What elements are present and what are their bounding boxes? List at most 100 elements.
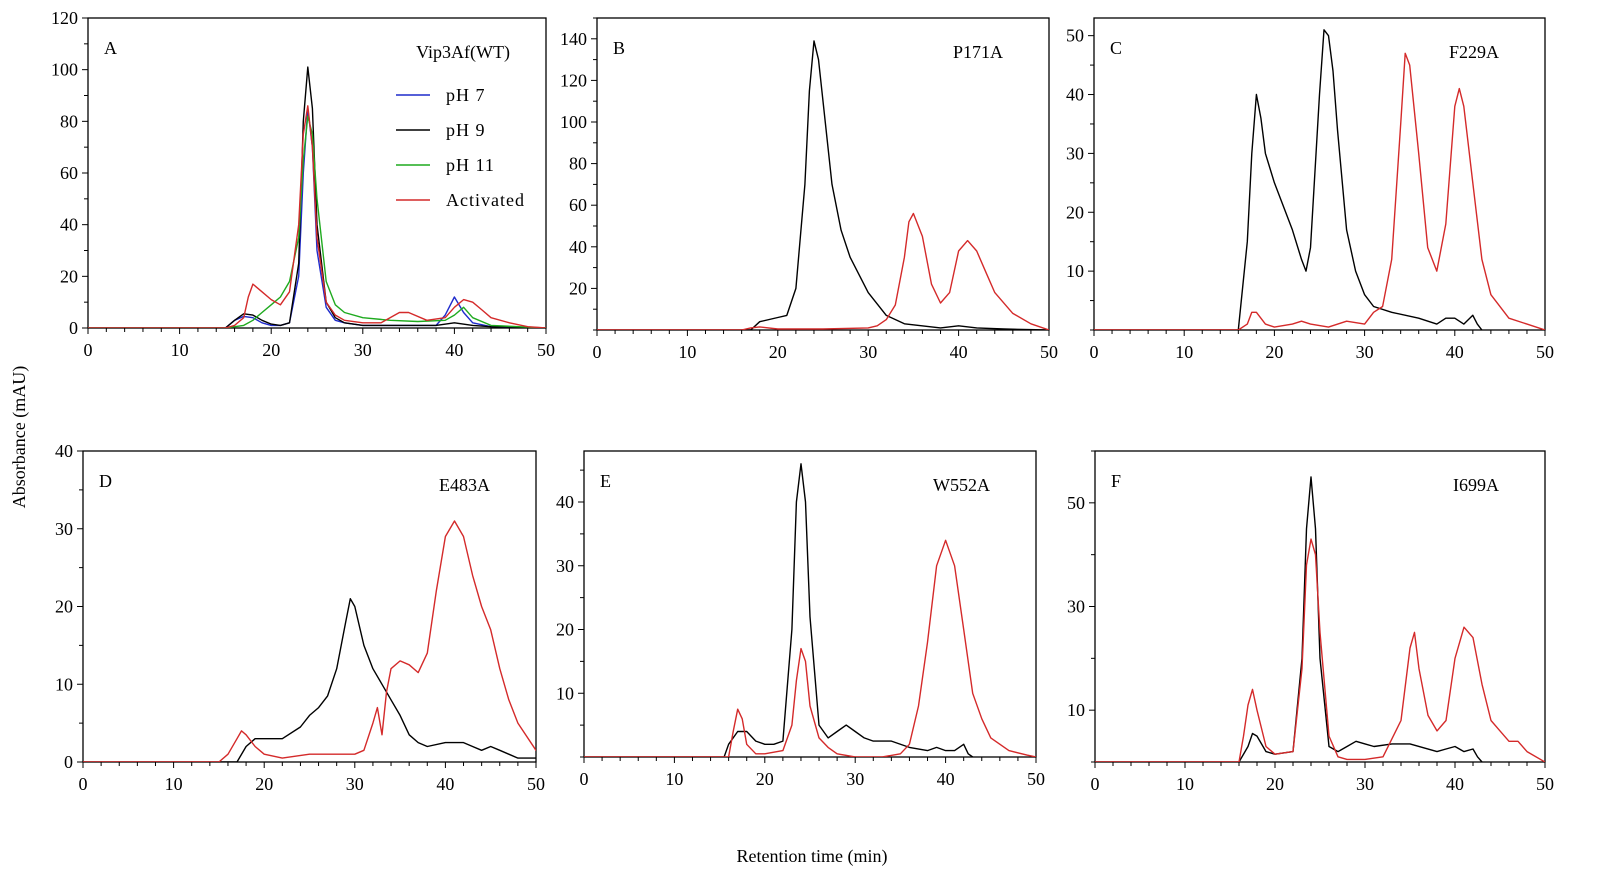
y-tick-label: 10 bbox=[1067, 700, 1085, 720]
panel-letter: F bbox=[1111, 471, 1121, 491]
panel-title: P171A bbox=[953, 42, 1003, 62]
legend-label: pH 11 bbox=[446, 155, 495, 175]
x-tick-label: 20 bbox=[255, 774, 273, 794]
y-tick-label: 20 bbox=[569, 278, 587, 298]
series-group bbox=[1095, 476, 1545, 762]
y-tick-label: 10 bbox=[55, 674, 73, 694]
x-tick-label: 0 bbox=[1091, 774, 1100, 794]
y-tick-label: 100 bbox=[51, 60, 78, 80]
x-tick-label: 20 bbox=[1265, 342, 1283, 362]
panel-frame bbox=[1093, 17, 1546, 331]
y-tick-label: 80 bbox=[569, 154, 587, 174]
x-tick-label: 10 bbox=[678, 342, 696, 362]
x-tick-label: 0 bbox=[1090, 342, 1099, 362]
series-line-ph-11 bbox=[88, 115, 546, 328]
panel-frame bbox=[583, 450, 1037, 758]
panel-letter: C bbox=[1110, 38, 1122, 58]
y-tick-label: 0 bbox=[64, 752, 73, 772]
series-line-2 bbox=[597, 212, 1049, 330]
y-tick-label: 40 bbox=[556, 492, 574, 512]
series-line-1 bbox=[83, 598, 536, 762]
y-tick-label: 20 bbox=[1066, 202, 1084, 222]
y-tick-label: 20 bbox=[60, 266, 78, 286]
panel-letter: A bbox=[104, 38, 117, 58]
panel-title: W552A bbox=[933, 475, 990, 495]
x-tick-label: 20 bbox=[262, 340, 280, 360]
legend-label: Activated bbox=[446, 190, 525, 210]
x-tick-label: 30 bbox=[346, 774, 364, 794]
x-tick-label: 50 bbox=[1536, 342, 1554, 362]
x-tick-label: 10 bbox=[1176, 774, 1194, 794]
panel-letter: E bbox=[600, 471, 611, 491]
x-tick-label: 20 bbox=[769, 342, 787, 362]
panel-b: 0 10 20 30 40 50 20 40 60 80 100 120 140 B P171A bbox=[560, 17, 1058, 362]
panel-title: I699A bbox=[1453, 475, 1499, 495]
y-tick-label: 140 bbox=[560, 29, 587, 49]
series-line-1 bbox=[584, 463, 974, 757]
y-tick-label: 40 bbox=[569, 237, 587, 257]
y-tick-label: 30 bbox=[1067, 597, 1085, 617]
series-line-2 bbox=[83, 520, 536, 762]
x-tick-label: 10 bbox=[665, 769, 683, 789]
y-tick-label: 50 bbox=[1066, 26, 1084, 46]
panel-a: 0 10 20 30 40 50 0 20 40 60 80 100 120 A Vip3Af(WT) pH … bbox=[51, 8, 555, 360]
series-group bbox=[1094, 29, 1545, 330]
panel-frame bbox=[596, 17, 1050, 331]
x-tick-label: 40 bbox=[937, 769, 955, 789]
x-tick-label: 40 bbox=[1446, 342, 1464, 362]
series-group bbox=[88, 66, 546, 328]
series-group bbox=[83, 520, 536, 762]
y-tick-label: 40 bbox=[55, 441, 73, 461]
x-tick-label: 50 bbox=[527, 774, 545, 794]
y-tick-label: 0 bbox=[69, 318, 78, 338]
y-tick-label: 50 bbox=[1067, 493, 1085, 513]
x-axis-label: Retention time (min) bbox=[737, 846, 888, 867]
x-tick-label: 10 bbox=[1175, 342, 1193, 362]
y-tick-label: 30 bbox=[556, 556, 574, 576]
x-tick-label: 50 bbox=[1040, 342, 1058, 362]
y-tick-label: 10 bbox=[556, 683, 574, 703]
x-tick-label: 20 bbox=[756, 769, 774, 789]
y-tick-label: 120 bbox=[560, 70, 587, 90]
panel-letter: B bbox=[613, 38, 625, 58]
y-tick-label: 20 bbox=[556, 620, 574, 640]
y-tick-label: 60 bbox=[60, 163, 78, 183]
y-tick-label: 100 bbox=[560, 112, 587, 132]
series-line-1 bbox=[1095, 476, 1483, 762]
x-tick-label: 10 bbox=[171, 340, 189, 360]
x-tick-label: 40 bbox=[436, 774, 454, 794]
legend-label: pH 7 bbox=[446, 85, 486, 105]
y-tick-label: 40 bbox=[60, 215, 78, 235]
x-tick-label: 10 bbox=[165, 774, 183, 794]
series-group bbox=[584, 463, 1036, 757]
legend: pH 7 pH 9 pH 11 Activated bbox=[396, 85, 525, 210]
y-tick-label: 30 bbox=[55, 519, 73, 539]
y-tick-label: 20 bbox=[55, 597, 73, 617]
panel-frame bbox=[1094, 450, 1546, 763]
y-tick-label: 40 bbox=[1066, 85, 1084, 105]
x-tick-label: 0 bbox=[79, 774, 88, 794]
series-line-2 bbox=[1094, 52, 1545, 330]
x-tick-label: 40 bbox=[1446, 774, 1464, 794]
panel-letter: D bbox=[99, 471, 112, 491]
series-line-2 bbox=[1095, 538, 1545, 762]
panel-title: E483A bbox=[439, 475, 490, 495]
y-tick-label: 60 bbox=[569, 195, 587, 215]
panel-e: 0 10 20 30 40 50 10 20 30 40 E W552A bbox=[556, 450, 1045, 789]
x-tick-label: 40 bbox=[445, 340, 463, 360]
x-tick-label: 30 bbox=[354, 340, 372, 360]
panel-title: F229A bbox=[1449, 42, 1499, 62]
x-tick-label: 50 bbox=[537, 340, 555, 360]
panel-title: Vip3Af(WT) bbox=[416, 42, 510, 63]
x-tick-label: 30 bbox=[1356, 342, 1374, 362]
y-tick-label: 10 bbox=[1066, 261, 1084, 281]
x-tick-label: 20 bbox=[1266, 774, 1284, 794]
series-line-1 bbox=[597, 40, 1049, 330]
series-line-activated bbox=[88, 105, 546, 328]
x-tick-label: 0 bbox=[580, 769, 589, 789]
x-tick-label: 50 bbox=[1536, 774, 1554, 794]
x-tick-label: 0 bbox=[593, 342, 602, 362]
x-tick-label: 30 bbox=[1356, 774, 1374, 794]
